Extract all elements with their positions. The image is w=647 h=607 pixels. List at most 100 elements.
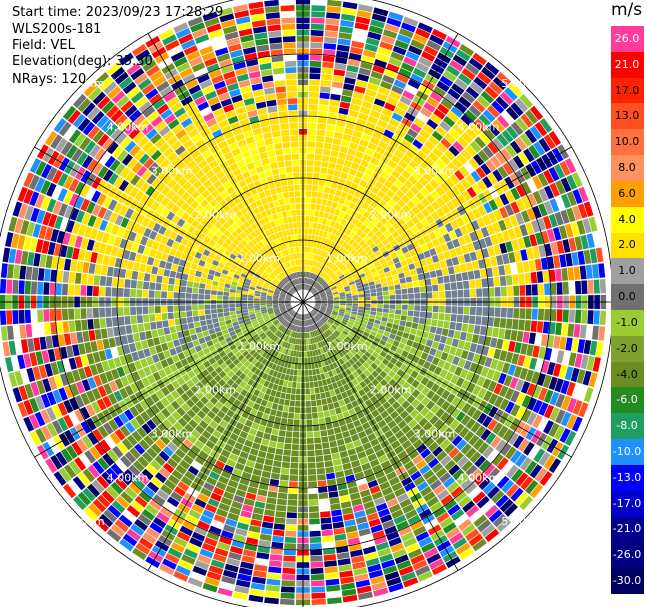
velocity-gate xyxy=(277,315,283,320)
velocity-gate xyxy=(183,439,194,449)
velocity-gate xyxy=(55,309,62,321)
velocity-gate xyxy=(304,320,307,327)
velocity-gate xyxy=(358,591,373,600)
velocity-gate xyxy=(308,475,317,482)
velocity-gate xyxy=(335,539,348,548)
velocity-gate xyxy=(322,251,327,258)
velocity-gate xyxy=(358,357,366,365)
velocity-gate xyxy=(351,136,361,145)
velocity-gate xyxy=(362,174,371,182)
velocity-gate xyxy=(356,368,363,376)
velocity-gate xyxy=(130,500,144,513)
velocity-gate xyxy=(381,282,388,288)
velocity-gate xyxy=(319,347,324,354)
velocity-gate xyxy=(292,325,296,332)
velocity-gate xyxy=(333,339,339,346)
velocity-gate xyxy=(519,457,532,471)
velocity-gate xyxy=(155,313,162,321)
velocity-gate xyxy=(236,522,249,531)
velocity-gate xyxy=(318,111,328,118)
velocity-gate xyxy=(348,201,356,210)
velocity-gate xyxy=(479,325,487,336)
velocity-gate xyxy=(311,363,316,369)
velocity-gate xyxy=(348,394,356,403)
velocity-gate xyxy=(433,86,447,98)
velocity-gate xyxy=(291,444,299,451)
velocity-gate xyxy=(332,348,338,355)
velocity-gate xyxy=(311,266,316,273)
velocity-gate xyxy=(305,197,311,204)
velocity-gate xyxy=(269,478,280,486)
velocity-gate xyxy=(317,117,327,124)
velocity-gate xyxy=(74,308,81,320)
velocity-gate xyxy=(291,337,295,344)
velocity-gate xyxy=(347,58,361,67)
velocity-gate xyxy=(215,401,224,410)
velocity-gate xyxy=(309,518,320,525)
velocity-gate xyxy=(546,362,556,376)
velocity-gate xyxy=(315,455,324,463)
velocity-gate xyxy=(487,246,496,257)
velocity-gate xyxy=(327,279,334,285)
velocity-gate xyxy=(435,269,443,277)
velocity-gate xyxy=(316,276,321,282)
velocity-gate xyxy=(171,411,182,421)
velocity-gate xyxy=(339,101,351,109)
velocity-gate xyxy=(477,205,487,217)
velocity-gate xyxy=(320,319,325,324)
velocity-gate xyxy=(458,427,470,439)
velocity-gate xyxy=(241,297,248,301)
velocity-gate xyxy=(170,453,182,464)
velocity-gate xyxy=(200,320,207,327)
velocity-gate xyxy=(380,277,387,283)
velocity-gate xyxy=(195,400,205,410)
velocity-gate xyxy=(186,409,196,419)
velocity-gate xyxy=(331,515,343,523)
velocity-gate xyxy=(72,476,86,491)
velocity-gate xyxy=(586,233,595,249)
velocity-gate xyxy=(338,290,345,294)
velocity-gate xyxy=(210,370,218,378)
velocity-gate xyxy=(181,403,191,413)
velocity-gate xyxy=(296,376,301,382)
velocity-gate xyxy=(319,320,324,326)
velocity-gate xyxy=(352,91,364,100)
velocity-gate xyxy=(350,258,357,265)
velocity-gate xyxy=(308,369,313,376)
velocity-gate xyxy=(397,377,406,386)
velocity-gate xyxy=(115,459,128,472)
velocity-gate xyxy=(371,13,387,23)
velocity-gate xyxy=(321,317,328,322)
velocity-gate xyxy=(331,256,337,263)
velocity-gate xyxy=(417,237,426,246)
velocity-gate xyxy=(180,279,188,287)
velocity-gate xyxy=(355,375,363,384)
velocity-gate xyxy=(494,196,504,209)
velocity-gate xyxy=(210,559,225,569)
velocity-gate xyxy=(420,337,428,345)
velocity-gate xyxy=(378,362,386,370)
velocity-gate xyxy=(265,330,272,336)
velocity-gate xyxy=(300,326,303,333)
velocity-gate xyxy=(363,49,377,59)
velocity-gate xyxy=(531,220,540,233)
velocity-gate xyxy=(197,554,212,565)
velocity-gate xyxy=(524,272,531,284)
velocity-gate xyxy=(416,383,425,392)
velocity-gate xyxy=(255,558,269,566)
velocity-gate xyxy=(524,460,538,475)
velocity-gate xyxy=(447,329,455,338)
velocity-gate xyxy=(534,333,543,346)
velocity-gate xyxy=(187,434,197,444)
velocity-gate xyxy=(431,130,444,142)
velocity-gate xyxy=(186,542,201,554)
velocity-gate xyxy=(334,62,347,71)
velocity-gate xyxy=(568,281,576,295)
velocity-gate xyxy=(468,486,482,500)
velocity-gate xyxy=(325,276,331,282)
velocity-gate xyxy=(377,269,385,275)
velocity-gate xyxy=(171,332,179,341)
velocity-gate xyxy=(197,493,210,503)
velocity-gate xyxy=(276,372,282,379)
velocity-gate xyxy=(344,127,354,136)
